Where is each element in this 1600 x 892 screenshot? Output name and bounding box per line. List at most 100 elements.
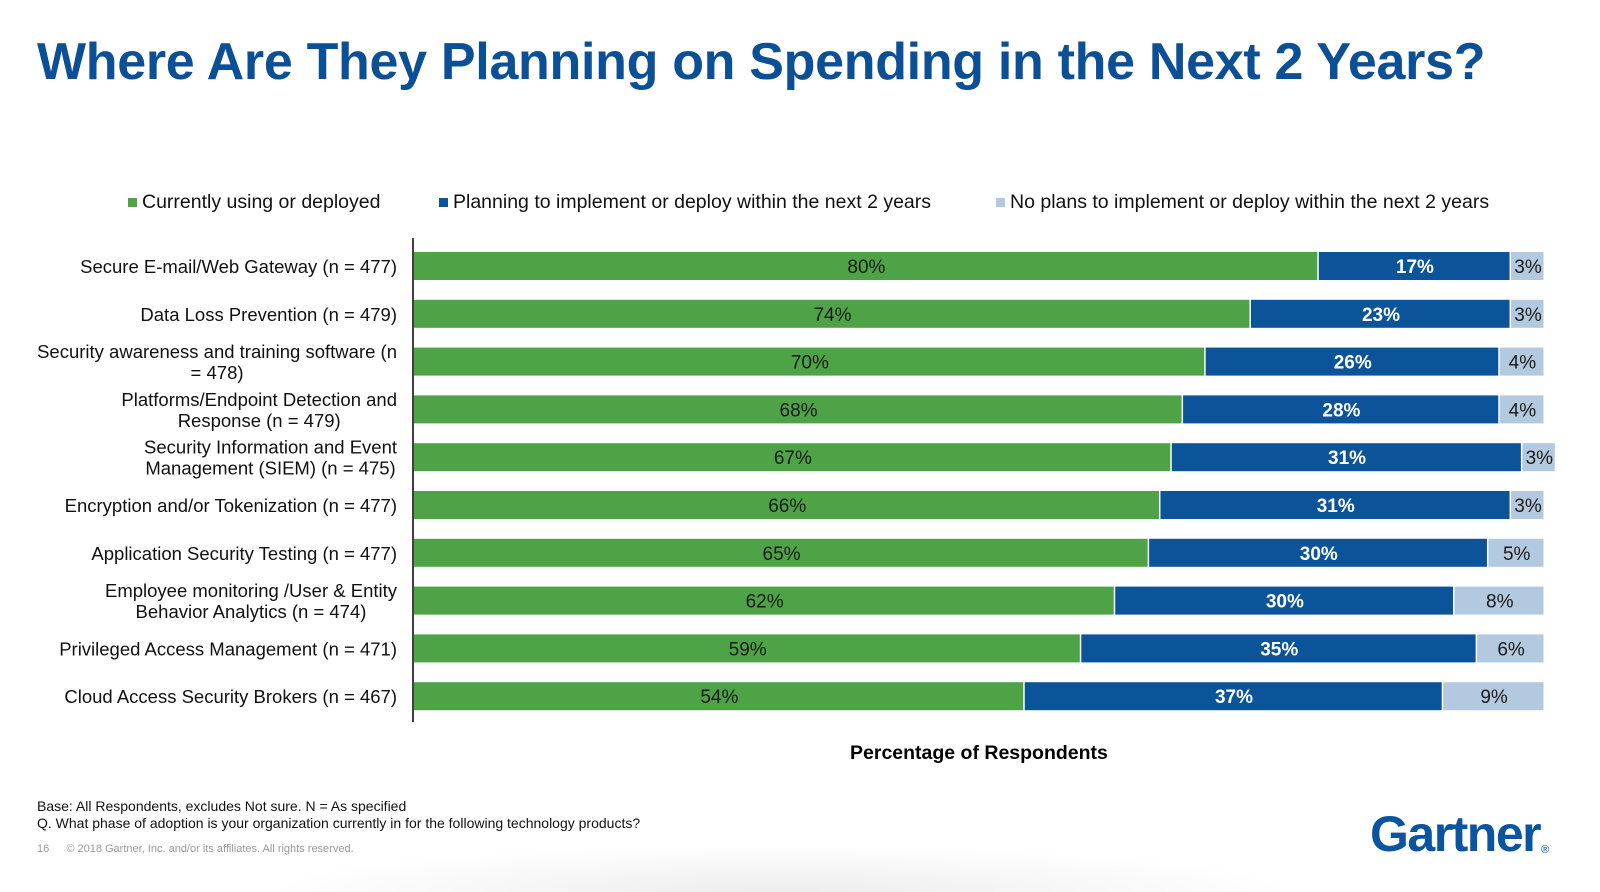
bar-current — [414, 299, 1250, 328]
data-label-no-plans: 3% — [1526, 448, 1554, 469]
bar-planning — [1183, 395, 1499, 424]
category-label: Security awareness and training software… — [37, 341, 397, 383]
data-label-planning: 30% — [1300, 544, 1338, 565]
data-label-no-plans: 3% — [1514, 496, 1542, 517]
data-label-no-plans: 8% — [1486, 592, 1514, 613]
category-label: Platforms/Endpoint Detection and Response… — [121, 389, 397, 431]
chart-legend: Currently using or deployed Planning to … — [0, 191, 1600, 217]
data-label-planning: 23% — [1362, 305, 1400, 326]
copyright-text: © 2018 Gartner, Inc. and/or its affiliat… — [66, 843, 354, 855]
footer: 16 © 2018 Gartner, Inc. and/or its affil… — [37, 843, 368, 855]
data-label-no-plans: 4% — [1509, 353, 1537, 374]
data-label-planning: 31% — [1328, 448, 1366, 469]
data-label-current: 62% — [746, 592, 784, 613]
bar-no-plans — [1499, 347, 1544, 376]
bar-no-plans — [1477, 634, 1544, 663]
data-label-current: 80% — [847, 257, 885, 278]
bar-current — [414, 538, 1148, 567]
bar-no-plans — [1511, 299, 1544, 328]
bars-group: 80% 17% 3% 74% 23% 3% 70% 26% 4% 68% 28% 4% 67% 31% 3%… — [414, 252, 1555, 711]
category-label: Data Loss Prevention (n = 479) — [140, 304, 397, 325]
data-label-current: 54% — [700, 687, 738, 708]
category-labels-group: Secure E-mail/Web Gateway (n = 477) Data … — [37, 256, 398, 707]
legend-swatch-planning — [439, 198, 448, 207]
base-note: Base: All Respondents, excludes Not sure… — [37, 798, 407, 814]
category-label: Security Information and Event Management… — [144, 437, 397, 479]
data-label-no-plans: 9% — [1480, 687, 1508, 708]
category-label-line: Cloud Access Security Brokers (n = 467) — [64, 686, 397, 707]
data-label-current: 59% — [729, 639, 767, 660]
bar-current — [414, 395, 1182, 424]
question-note: Q. What phase of adoption is your organi… — [37, 815, 641, 831]
data-label-current: 66% — [768, 496, 806, 517]
category-label-line: Security Information and Event — [144, 437, 397, 458]
logo-text: Gartner — [1370, 806, 1542, 862]
data-label-no-plans: 6% — [1497, 639, 1525, 660]
bar-planning — [1115, 586, 1454, 615]
bar-no-plans — [1443, 682, 1544, 711]
category-label: Privileged Access Management (n = 471) — [59, 638, 397, 659]
data-label-planning: 28% — [1322, 400, 1360, 421]
legend-item-no-plans: No plans to implement or deploy within t… — [996, 191, 1489, 214]
data-label-current: 68% — [780, 400, 818, 421]
category-label-line: Management (SIEM) (n = 475) — [145, 458, 395, 479]
bar-current — [414, 491, 1159, 519]
data-label-no-plans: 4% — [1509, 400, 1537, 421]
bar-planning — [1081, 634, 1476, 663]
data-label-current: 70% — [791, 353, 829, 374]
slide-title: Where Are They Planning on Spending in t… — [37, 33, 1486, 91]
bar-current — [414, 443, 1171, 472]
data-label-current: 65% — [763, 544, 801, 565]
bar-planning — [1318, 252, 1510, 280]
category-label-line: Secure E-mail/Web Gateway (n = 477) — [80, 256, 397, 277]
bar-current — [414, 252, 1318, 280]
bar-no-plans — [1454, 586, 1544, 615]
bar-planning — [1149, 538, 1487, 567]
legend-swatch-no-plans — [996, 198, 1005, 207]
legend-label-current: Currently using or deployed — [142, 191, 381, 213]
category-label-line: Platforms/Endpoint Detection and — [121, 389, 397, 410]
data-label-no-plans: 5% — [1503, 544, 1531, 565]
category-label-line: Application Security Testing (n = 477) — [91, 543, 397, 564]
bar-no-plans — [1511, 252, 1544, 280]
data-label-planning: 37% — [1215, 687, 1253, 708]
category-label: Employee monitoring /User & Entity Behavi… — [105, 580, 398, 622]
data-label-no-plans: 3% — [1514, 305, 1542, 326]
category-label-line: Privileged Access Management (n = 471) — [59, 638, 397, 659]
data-label-planning: 35% — [1260, 639, 1298, 660]
data-label-planning: 17% — [1396, 257, 1434, 278]
category-label-line: Employee monitoring /User & Entity — [105, 580, 398, 601]
legend-swatch-current — [128, 198, 137, 207]
category-label: Encryption and/or Tokenization (n = 477) — [65, 495, 397, 516]
bar-no-plans — [1511, 491, 1544, 519]
category-label-line: Response (n = 479) — [178, 410, 341, 431]
x-axis-title: Percentage of Respondents — [850, 742, 1108, 764]
category-label: Application Security Testing (n = 477) — [91, 543, 397, 564]
data-label-planning: 30% — [1266, 592, 1304, 613]
bar-no-plans — [1488, 538, 1544, 567]
bar-planning — [1205, 347, 1499, 376]
bar-planning — [1160, 491, 1510, 519]
bar-current — [414, 347, 1205, 376]
legend-item-planning: Planning to implement or deploy within t… — [439, 191, 931, 214]
registered-mark: ® — [1541, 844, 1550, 856]
bar-current — [414, 586, 1114, 615]
category-label: Secure E-mail/Web Gateway (n = 477) — [80, 256, 397, 277]
bar-current — [414, 634, 1080, 663]
bar-no-plans — [1522, 443, 1555, 472]
data-label-planning: 26% — [1334, 353, 1372, 374]
legend-label-no-plans: No plans to implement or deploy within t… — [1010, 191, 1490, 213]
category-label-line: Behavior Analytics (n = 474) — [136, 601, 367, 622]
bottom-shadow — [260, 845, 1300, 892]
category-label: Cloud Access Security Brokers (n = 467) — [64, 686, 397, 707]
page-number: 16 — [37, 843, 50, 855]
bar-no-plans — [1499, 395, 1544, 424]
bar-planning — [1171, 443, 1521, 472]
data-label-current: 67% — [774, 448, 812, 469]
data-label-current: 74% — [813, 305, 851, 326]
category-label-line: Security awareness and training software… — [37, 341, 397, 362]
bar-planning — [1250, 299, 1510, 328]
category-label-line: Data Loss Prevention (n = 479) — [140, 304, 397, 325]
gartner-logo: Gartner® — [1370, 805, 1549, 863]
